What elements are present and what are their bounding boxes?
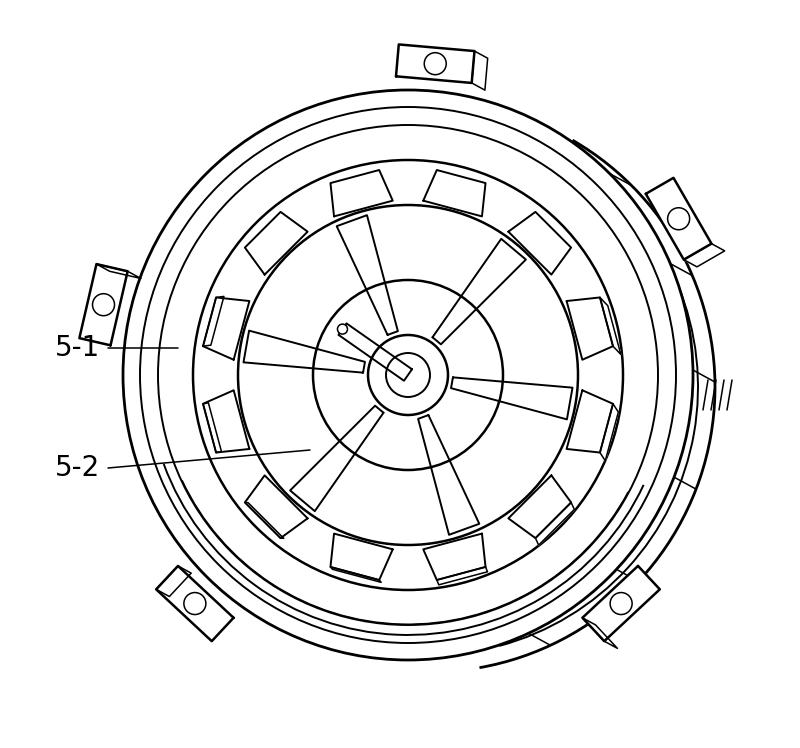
Polygon shape <box>535 503 574 545</box>
Polygon shape <box>423 533 486 580</box>
Circle shape <box>368 335 448 415</box>
Polygon shape <box>566 390 613 453</box>
Circle shape <box>113 80 703 670</box>
Polygon shape <box>330 567 381 583</box>
Circle shape <box>193 160 623 590</box>
Polygon shape <box>582 618 618 649</box>
Polygon shape <box>600 404 618 461</box>
Polygon shape <box>330 170 393 216</box>
Polygon shape <box>337 215 398 335</box>
Polygon shape <box>245 212 308 275</box>
Polygon shape <box>203 296 224 346</box>
Polygon shape <box>396 44 474 83</box>
Polygon shape <box>437 567 487 585</box>
Polygon shape <box>156 566 191 597</box>
Circle shape <box>184 592 206 615</box>
Polygon shape <box>433 239 526 344</box>
Polygon shape <box>243 331 365 373</box>
Polygon shape <box>472 51 488 91</box>
Polygon shape <box>582 566 660 641</box>
Circle shape <box>93 294 114 316</box>
Circle shape <box>668 208 690 230</box>
Polygon shape <box>79 264 128 346</box>
Polygon shape <box>418 415 479 535</box>
Polygon shape <box>508 476 571 538</box>
Circle shape <box>338 324 347 334</box>
Circle shape <box>238 205 578 545</box>
Polygon shape <box>97 264 141 278</box>
Circle shape <box>386 353 430 397</box>
Polygon shape <box>600 298 621 355</box>
Circle shape <box>313 280 503 470</box>
Polygon shape <box>451 377 573 420</box>
Polygon shape <box>203 390 250 453</box>
Polygon shape <box>566 298 613 360</box>
Polygon shape <box>646 178 711 260</box>
Polygon shape <box>245 476 308 538</box>
Polygon shape <box>423 170 486 216</box>
Text: 5-2: 5-2 <box>55 454 100 482</box>
Text: 5-1: 5-1 <box>55 334 100 362</box>
Polygon shape <box>156 566 234 641</box>
Polygon shape <box>290 405 383 511</box>
Circle shape <box>610 592 632 615</box>
Polygon shape <box>245 503 284 539</box>
Polygon shape <box>338 323 412 381</box>
Polygon shape <box>203 298 250 360</box>
Polygon shape <box>684 244 725 267</box>
Polygon shape <box>508 212 571 275</box>
Circle shape <box>424 52 446 75</box>
Polygon shape <box>203 402 222 453</box>
Polygon shape <box>330 533 393 580</box>
Circle shape <box>123 90 693 660</box>
